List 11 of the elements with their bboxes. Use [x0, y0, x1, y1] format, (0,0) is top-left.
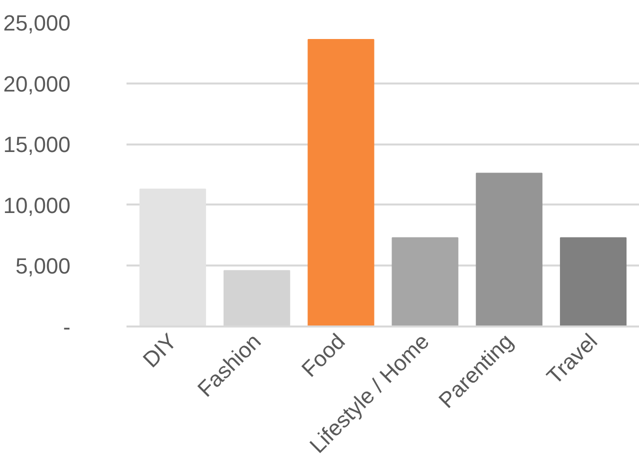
- bar: [392, 237, 458, 326]
- x-tick-label: DIY: [138, 328, 182, 372]
- y-tick-label: -: [63, 314, 70, 340]
- bar: [308, 39, 374, 326]
- y-tick-label: 20,000: [3, 71, 71, 96]
- y-tick-label: 25,000: [3, 10, 71, 36]
- bar: [560, 237, 627, 326]
- bar: [476, 172, 542, 326]
- y-tick-label: 5,000: [15, 254, 71, 279]
- y-tick-label: 10,000: [3, 192, 71, 218]
- y-tick-label: 15,000: [3, 132, 71, 158]
